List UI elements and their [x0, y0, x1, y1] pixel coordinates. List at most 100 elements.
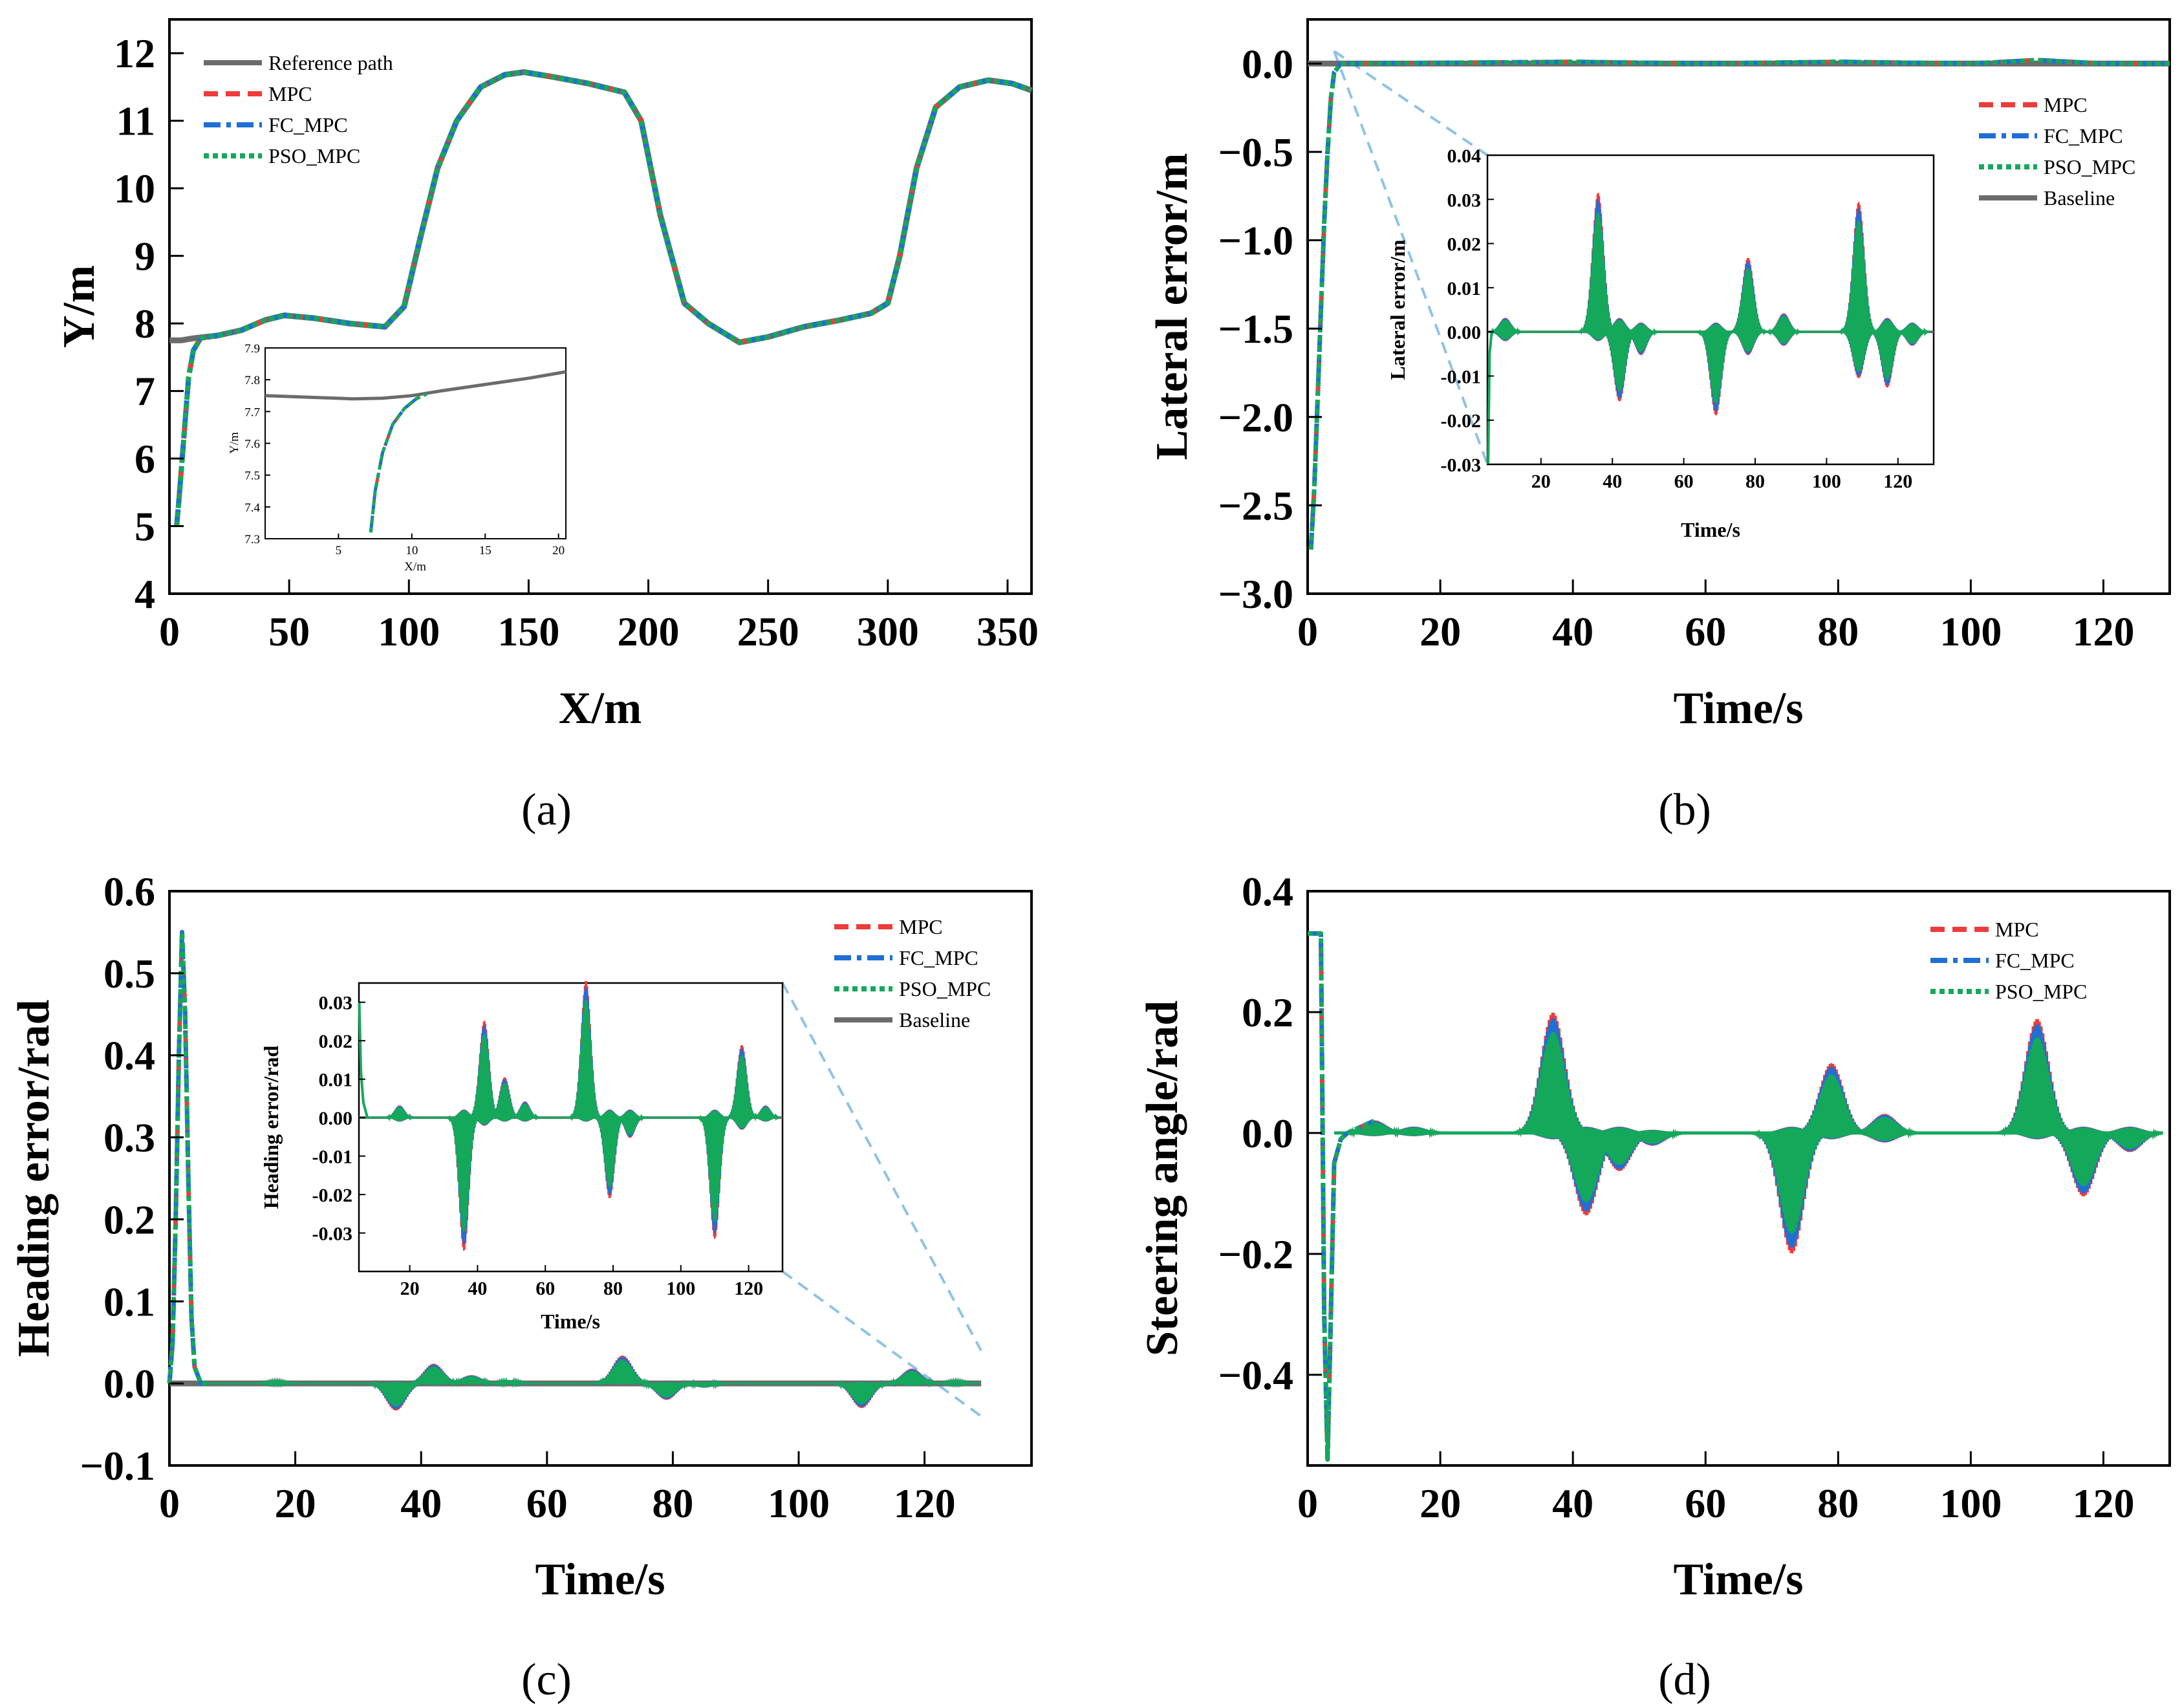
- inset-y-tick-label: 0.00: [1447, 322, 1482, 343]
- y-tick-label: −3.0: [1218, 571, 1293, 617]
- series-line-pso-mpc: [1308, 931, 1375, 1462]
- y-tick-label: 0.4: [103, 1033, 155, 1079]
- panel-label-a: (a): [521, 785, 572, 835]
- inset-y-tick-label: 7.7: [244, 405, 260, 419]
- legend-label: MPC: [2044, 93, 2088, 116]
- panel-label-d: (d): [1658, 1655, 1711, 1705]
- inset-y-tick-label: -0.02: [1441, 411, 1482, 432]
- inset-y-tick-label: -0.03: [1441, 455, 1482, 476]
- inset-y-tick-label: 0.00: [319, 1108, 353, 1129]
- zoom-connector: [781, 1270, 982, 1418]
- inset-zoom: 5 10 15 20 7.3 7.4 7.5 7.6 7.7 7.8 7.9 X/m Y/m: [228, 342, 567, 574]
- y-tick-label: −2.0: [1218, 395, 1293, 440]
- zoom-connector: [1333, 50, 1489, 465]
- x-tick-label: 100: [768, 1480, 830, 1526]
- x-tick-label: 100: [1939, 609, 2002, 654]
- series-noise-pso-mpc: [207, 1359, 981, 1407]
- inset-y-tick-label: 0.04: [1447, 146, 1482, 167]
- y-tick-label: 0.0: [103, 1361, 155, 1407]
- legend-label: MPC: [1995, 918, 2039, 941]
- x-tick-label: 20: [1420, 609, 1461, 654]
- inset-x-tick-label: 120: [1883, 471, 1912, 492]
- legend-label: FC_MPC: [899, 946, 978, 969]
- inset-y-tick-label: 0.02: [319, 1031, 353, 1052]
- y-tick-label: 9: [135, 233, 155, 279]
- x-tick-label: 20: [275, 1480, 316, 1526]
- legend-label: PSO_MPC: [268, 144, 360, 168]
- legend-label: MPC: [268, 82, 312, 105]
- y-tick-label: −0.1: [80, 1443, 155, 1489]
- y-tick-label: 0.1: [103, 1279, 155, 1324]
- x-tick-label: 60: [1685, 1480, 1726, 1526]
- inset-initial-transient: [358, 1002, 369, 1118]
- x-tick-label: 100: [378, 609, 440, 654]
- inset-x-tick-label: 20: [552, 544, 565, 557]
- inset-x-tick-label: 60: [535, 1278, 555, 1299]
- inset-y-tick-label: 7.4: [244, 501, 260, 515]
- x-tick-label: 80: [1817, 609, 1859, 654]
- panel-b-lateral-error: MPC FC_MPC PSO_MPC Baseline 0 20 40 60 80 100 120…: [1147, 18, 2171, 835]
- y-tick-label: −0.4: [1218, 1352, 1293, 1398]
- inset-x-label: X/m: [404, 560, 426, 574]
- x-tick-label: 250: [737, 609, 799, 654]
- x-tick-label: 120: [894, 1480, 956, 1526]
- y-tick-label: 0.3: [103, 1115, 155, 1161]
- inset-x-tick-label: 20: [400, 1278, 420, 1299]
- inset-x-tick-label: 15: [479, 544, 491, 557]
- legend-label: PSO_MPC: [1995, 980, 2087, 1003]
- x-tick-label: 350: [977, 609, 1039, 654]
- inset-y-tick-label: 7.8: [244, 374, 260, 387]
- inset-initial-transient: [1487, 331, 1493, 465]
- series-line-fc-mpc: [174, 69, 1033, 526]
- inset-x-tick-label: 10: [405, 544, 418, 557]
- legend-label: Baseline: [899, 1008, 970, 1032]
- inset-series-pso-mpc: [1490, 212, 1930, 404]
- inset-x-tick-label: 100: [1812, 471, 1841, 492]
- y-axis-label: Lateral error/m: [1147, 153, 1197, 460]
- y-tick-label: 12: [114, 30, 155, 76]
- x-tick-label: 100: [1939, 1480, 2002, 1526]
- legend-label: FC_MPC: [2044, 124, 2123, 147]
- inset-y-tick-label: -0.02: [312, 1185, 353, 1206]
- y-tick-label: 0.2: [103, 1196, 155, 1242]
- inset-zoom: 20 40 60 80 100 120 -0.03 -0.02 -0.01 0.00 0.01 0.0…: [259, 980, 784, 1333]
- inset-x-tick-label: 40: [1603, 471, 1622, 492]
- legend-label: PSO_MPC: [2044, 155, 2135, 178]
- x-axis-label: Time/s: [535, 1555, 665, 1605]
- x-axis-label: Time/s: [1674, 1555, 1804, 1605]
- inset-y-tick-label: 0.03: [1447, 189, 1482, 211]
- inset-y-tick-label: 7.5: [244, 470, 260, 483]
- x-axis-label: Time/s: [1674, 684, 1804, 733]
- inset-x-label: Time/s: [541, 1310, 600, 1333]
- y-tick-label: −2.5: [1218, 482, 1293, 528]
- y-tick-label: 0.4: [1242, 869, 1293, 914]
- series-line-reference-path: [265, 370, 567, 401]
- x-tick-label: 120: [2072, 609, 2134, 654]
- inset-y-tick-label: 0.02: [1447, 234, 1482, 255]
- x-tick-label: 60: [526, 1480, 568, 1526]
- y-axis-label: Y/m: [54, 265, 104, 348]
- inset-series-pso-mpc: [362, 1000, 780, 1232]
- inset-y-label: Y/m: [228, 432, 241, 454]
- inset-x-tick-label: 60: [1674, 471, 1694, 492]
- y-axis-label: Steering angle/rad: [1138, 1000, 1187, 1356]
- inset-x-tick-label: 80: [1745, 471, 1765, 492]
- inset-x-tick-label: 80: [603, 1278, 623, 1299]
- x-tick-label: 0: [1297, 609, 1318, 654]
- zoom-connector: [781, 982, 982, 1352]
- y-tick-label: 0.2: [1242, 989, 1293, 1035]
- x-tick-label: 80: [1817, 1480, 1859, 1526]
- inset-x-tick-label: 20: [1531, 471, 1551, 492]
- legend-label: FC_MPC: [268, 113, 348, 136]
- panel-label-b: (b): [1658, 785, 1711, 835]
- y-tick-label: −0.2: [1218, 1231, 1293, 1277]
- inset-y-tick-label: 0.03: [319, 993, 353, 1014]
- x-tick-label: 150: [497, 609, 559, 654]
- plot-frame: [1306, 890, 2171, 1467]
- x-tick-label: 40: [1552, 1480, 1593, 1526]
- inset-y-tick-label: 0.01: [319, 1070, 353, 1091]
- inset-y-tick-label: -0.03: [312, 1224, 353, 1245]
- y-tick-label: −0.5: [1218, 129, 1293, 175]
- inset-y-label: Heading error/rad: [259, 1045, 283, 1209]
